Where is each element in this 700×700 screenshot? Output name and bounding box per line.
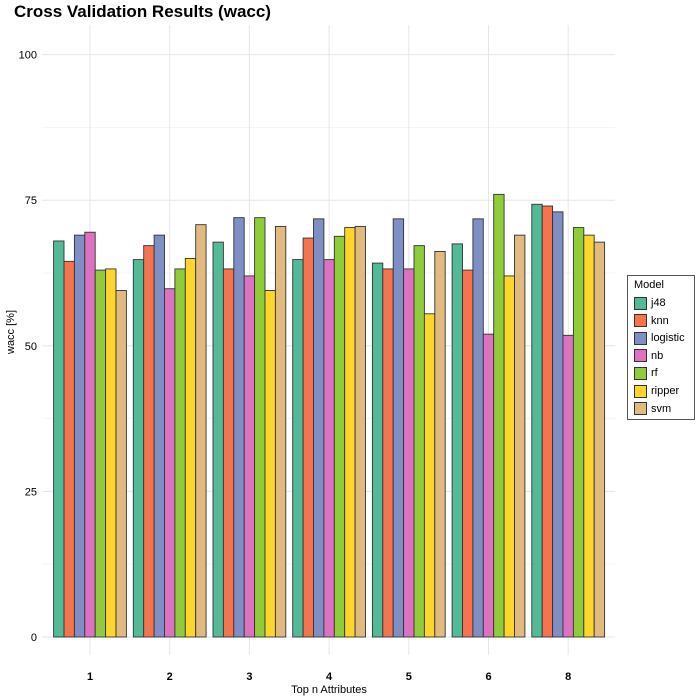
legend-item-knn: knn <box>634 313 669 329</box>
bar-rf-2 <box>174 268 186 638</box>
legend-item-ripper: ripper <box>634 383 679 399</box>
bar-ripper-2 <box>184 257 197 638</box>
bar-ripper-8 <box>583 234 595 638</box>
bar-rf-8 <box>572 227 585 638</box>
legend-swatch <box>634 366 647 380</box>
legend-swatch <box>634 331 647 345</box>
x-axis: 1 2 3 4 5 6 8 <box>87 671 571 683</box>
y-tick-label: 50 <box>25 341 37 353</box>
legend-item-nb: nb <box>634 348 663 364</box>
legend-item-svm: svm <box>634 401 671 417</box>
bar-nb-3 <box>243 275 256 638</box>
x-axis-label: Top n Attributes <box>291 684 367 696</box>
bar-nb-5 <box>403 268 415 638</box>
bar-rf-3 <box>254 217 266 638</box>
x-tick-label: 4 <box>326 671 333 683</box>
bar-knn-3 <box>222 268 235 638</box>
bar-svm-3 <box>274 225 287 638</box>
bar-nb-2 <box>164 288 176 638</box>
bar-knn-8 <box>541 205 554 638</box>
bar-j48-1 <box>53 240 65 638</box>
bar-knn-6 <box>462 269 474 638</box>
legend-label: knn <box>651 314 669 327</box>
bar-svm-6 <box>514 234 526 638</box>
legend-swatch <box>634 349 647 363</box>
y-tick-label: 75 <box>25 195 37 207</box>
x-tick-label: 8 <box>565 671 571 683</box>
bar-nb-8 <box>562 334 574 638</box>
y-tick-label: 100 <box>19 50 37 62</box>
bar-knn-5 <box>382 268 394 638</box>
bar-nb-4 <box>323 259 335 638</box>
bar-logistic-1 <box>73 234 86 638</box>
bar-logistic-4 <box>313 218 325 638</box>
bar-ripper-1 <box>105 268 117 638</box>
y-tick-label: 25 <box>25 486 37 498</box>
bar-rf-5 <box>413 245 425 638</box>
legend-swatch <box>634 314 647 328</box>
bar-ripper-6 <box>503 275 515 638</box>
bar-ripper-3 <box>264 290 276 638</box>
bar-j48-5 <box>371 262 384 638</box>
bar-knn-1 <box>63 260 75 638</box>
legend-label: rf <box>651 367 658 380</box>
bar-svm-2 <box>195 224 207 638</box>
x-tick-label: 5 <box>406 671 412 683</box>
legend-item-logistic: logistic <box>634 330 685 346</box>
y-axis-label: wacc [%] <box>5 310 17 355</box>
bar-knn-4 <box>302 237 314 638</box>
chart-title: Cross Validation Results (wacc) <box>14 2 271 21</box>
bar-j48-4 <box>292 259 304 638</box>
x-tick-label: 2 <box>167 671 173 683</box>
bar-j48-2 <box>132 259 145 638</box>
legend-label: j48 <box>651 297 666 309</box>
bars <box>53 193 606 638</box>
bar-j48-8 <box>531 203 543 638</box>
legend-label: nb <box>651 349 664 362</box>
x-tick-label: 1 <box>87 671 93 683</box>
bar-rf-6 <box>493 193 505 638</box>
bar-knn-2 <box>143 245 155 638</box>
bar-nb-6 <box>482 333 495 638</box>
bar-j48-3 <box>212 241 224 638</box>
legend-item-rf: rf <box>634 365 658 381</box>
bar-svm-5 <box>434 250 446 638</box>
legend-label: svm <box>651 402 672 415</box>
bar-svm-8 <box>593 241 606 638</box>
bar-ripper-5 <box>423 313 436 638</box>
bar-nb-1 <box>84 231 96 638</box>
bar-logistic-2 <box>153 234 165 638</box>
bar-j48-6 <box>451 243 463 638</box>
bar-logistic-5 <box>392 218 405 638</box>
x-tick-label: 3 <box>246 671 252 683</box>
legend: Model j48 knn logistic nb rf ripper svm <box>627 275 695 420</box>
bar-svm-1 <box>115 290 127 638</box>
legend-title: Model <box>634 279 664 291</box>
bar-ripper-4 <box>344 227 356 638</box>
bar-svm-4 <box>354 225 366 638</box>
bar-logistic-6 <box>472 218 484 638</box>
legend-swatch <box>634 384 647 398</box>
bar-logistic-8 <box>552 211 564 638</box>
legend-label: ripper <box>651 385 680 397</box>
bar-logistic-3 <box>233 217 245 638</box>
x-tick-label: 6 <box>485 671 491 683</box>
legend-label: logistic <box>651 332 685 345</box>
legend-item-j48: j48 <box>634 295 666 311</box>
y-axis: 0 25 50 75 100 <box>19 50 37 644</box>
y-tick-label: 0 <box>31 632 37 644</box>
bar-rf-4 <box>333 235 346 638</box>
bar-rf-1 <box>94 269 107 638</box>
legend-swatch <box>634 296 647 310</box>
legend-swatch <box>634 402 647 416</box>
